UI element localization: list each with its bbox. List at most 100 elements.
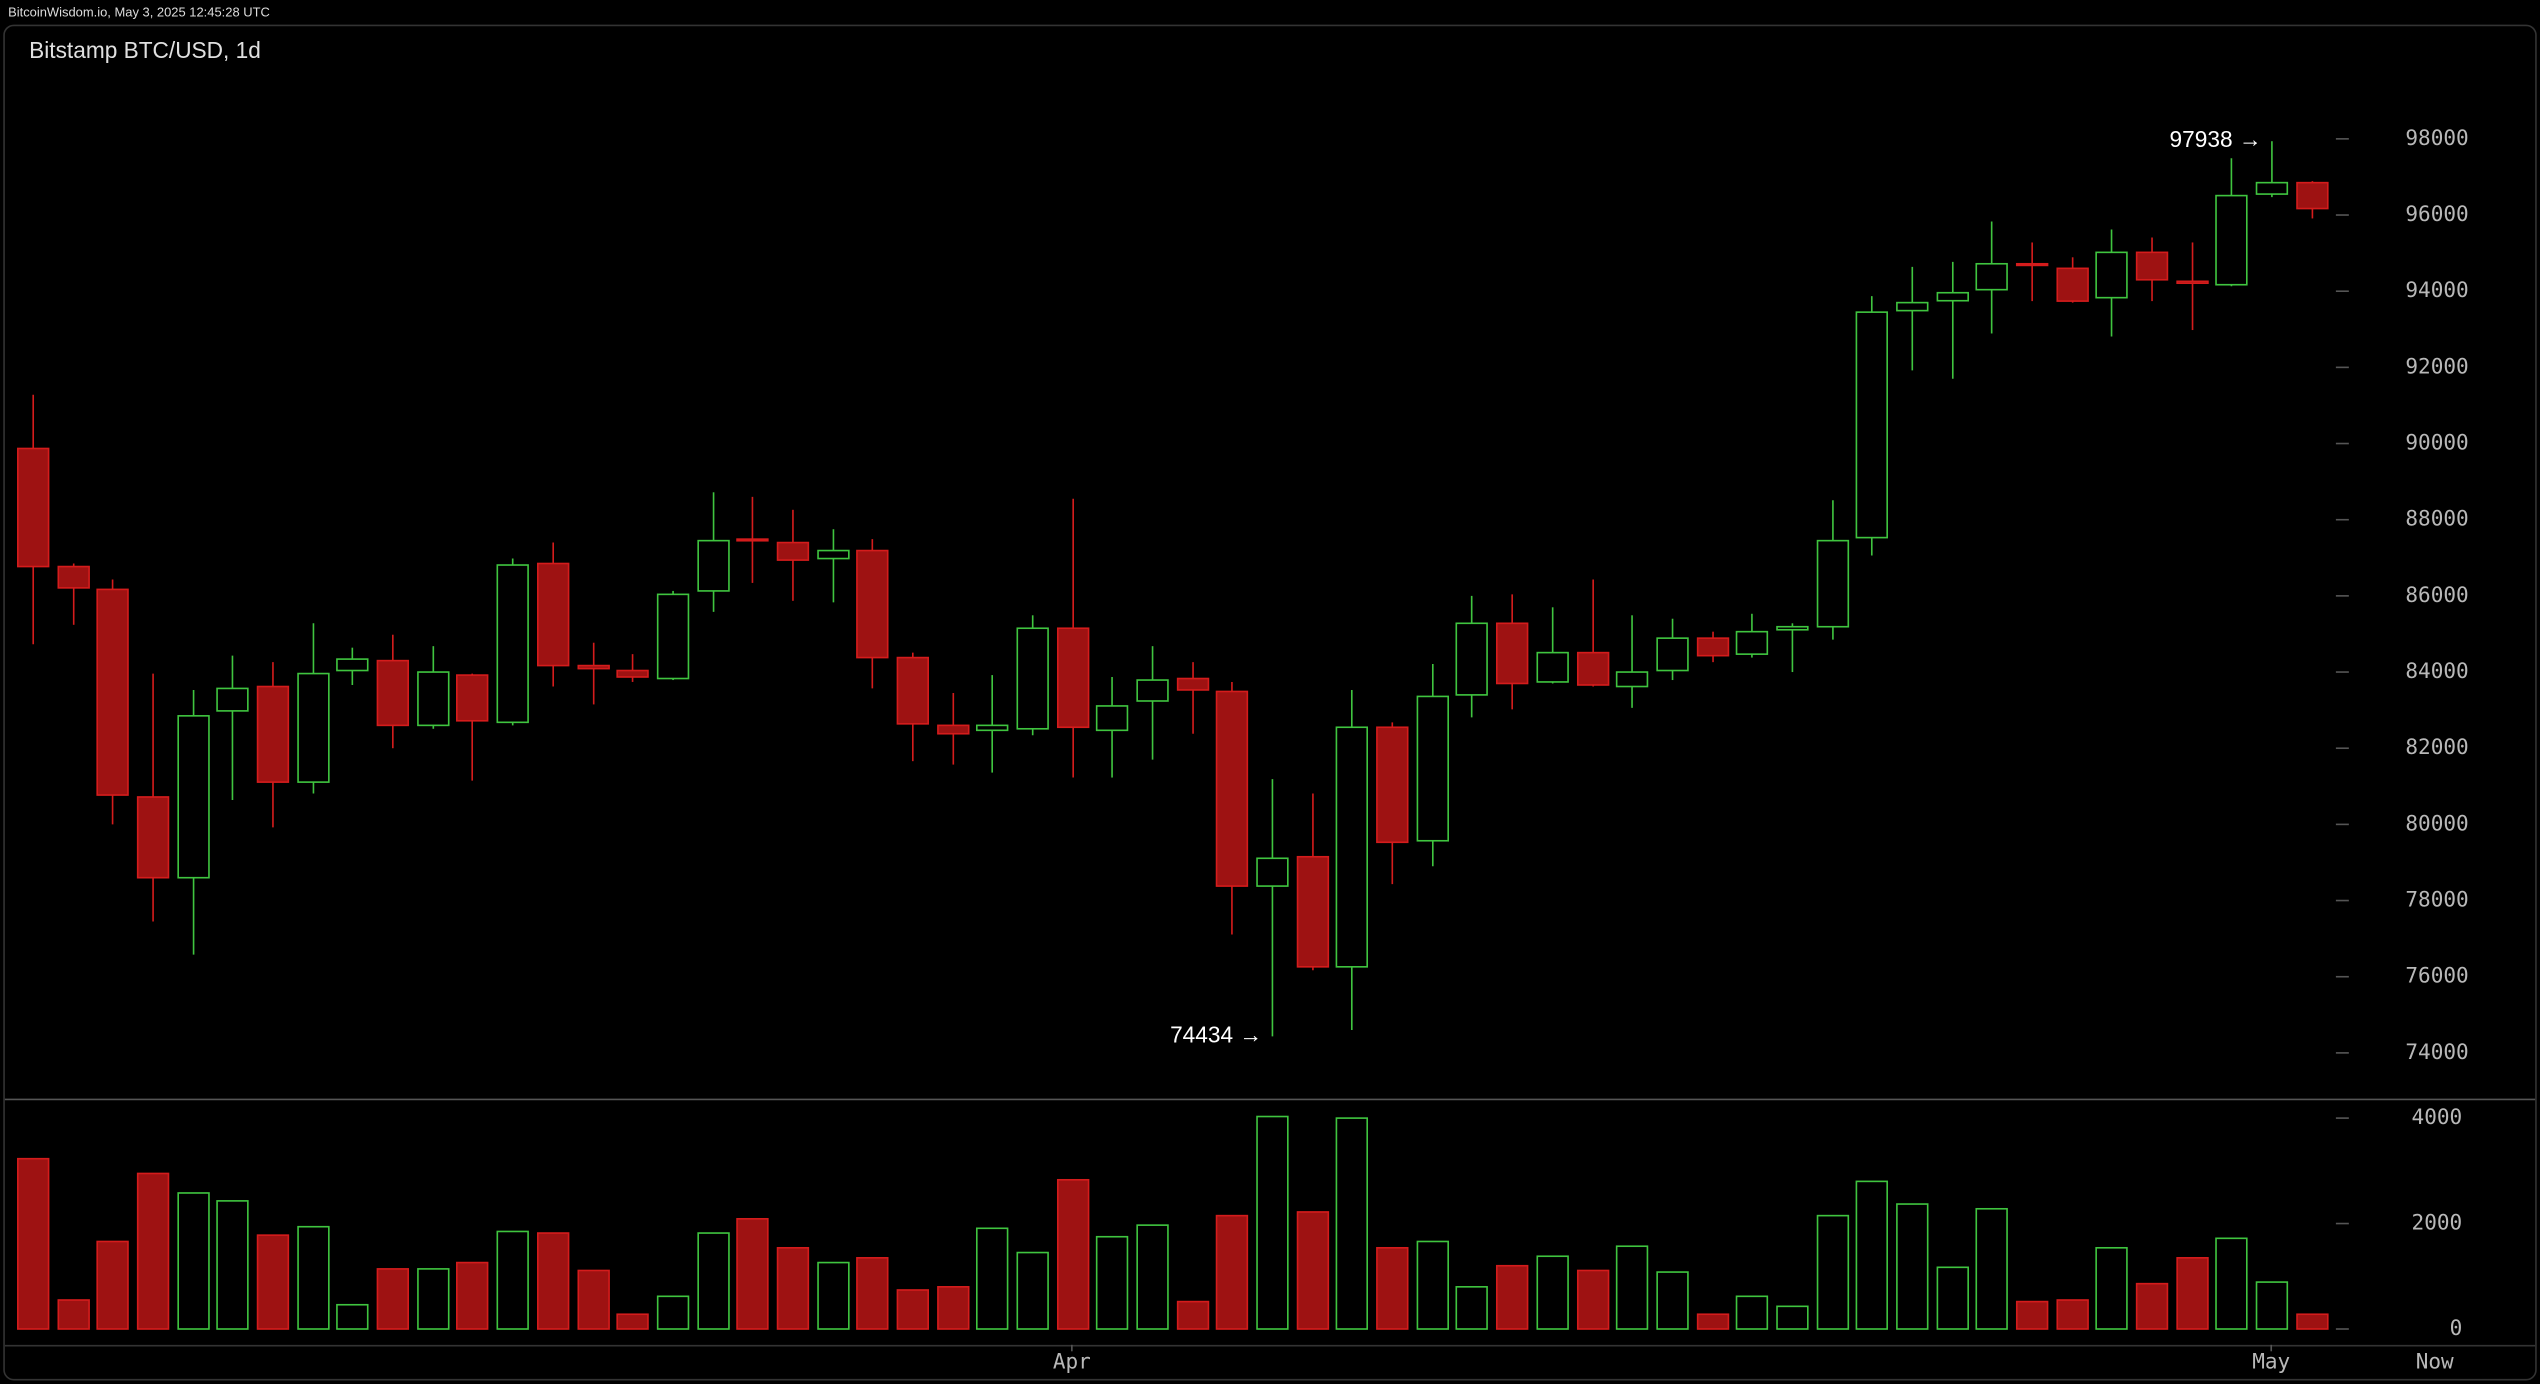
candle-body <box>1495 622 1529 685</box>
volume-bar <box>1095 1235 1129 1330</box>
volume-bar <box>2015 1300 2049 1330</box>
volume-bar <box>1936 1266 1969 1330</box>
chart-title: Bitstamp BTC/USD, 1d <box>29 37 261 63</box>
volume-bar <box>1256 1115 1289 1330</box>
volume-bar <box>536 1232 570 1330</box>
volume-bar <box>856 1257 889 1330</box>
candle-body <box>1656 637 1689 672</box>
candle-body <box>1176 677 1210 691</box>
volume-tick-label: 2000 <box>2412 1210 2463 1235</box>
candle-body <box>975 724 1009 732</box>
candle-body <box>57 565 90 589</box>
candle-body <box>1735 630 1769 655</box>
y-tick-label: 82000 <box>2405 734 2468 759</box>
volume-bar <box>2296 1313 2329 1330</box>
candle-body <box>896 656 930 725</box>
y-tick-label: 84000 <box>2405 658 2468 683</box>
volume-bar <box>1656 1271 1689 1330</box>
candle-body <box>697 539 730 592</box>
header: BitcoinWisdom.io, May 3, 2025 12:45:28 U… <box>8 5 270 20</box>
y-tick-label: 90000 <box>2405 430 2468 455</box>
candle-body <box>1455 622 1488 696</box>
volume-bar <box>1696 1313 1730 1330</box>
volume-bar <box>2176 1257 2209 1330</box>
volume-bar <box>776 1246 810 1330</box>
volume-bar <box>1776 1305 1809 1330</box>
volume-bar <box>1416 1240 1449 1330</box>
candle-body <box>2015 262 2049 267</box>
volume-bar <box>57 1299 90 1330</box>
y-tick-label: 88000 <box>2405 506 2468 531</box>
candle-body <box>736 538 769 542</box>
candle-body <box>297 672 330 783</box>
x-tick-label: May <box>2252 1349 2290 1374</box>
y-tick-label: 76000 <box>2405 963 2468 988</box>
volume-bar <box>1335 1117 1369 1330</box>
candle-body <box>616 669 649 678</box>
y-tick-label: 86000 <box>2405 582 2468 607</box>
candle-body <box>496 564 529 724</box>
candle-body <box>1335 726 1369 968</box>
candle-body <box>1215 690 1249 887</box>
candle-body <box>1095 705 1129 732</box>
volume-bar <box>256 1234 290 1330</box>
volume-bar <box>1056 1178 1090 1330</box>
volume-bar <box>1176 1300 1210 1330</box>
now-label: Now <box>2416 1349 2454 1374</box>
volume-bar <box>1576 1269 1610 1330</box>
y-tick-label: 78000 <box>2405 887 2468 912</box>
candle-body <box>937 724 970 735</box>
volume-bar <box>2255 1281 2289 1330</box>
candle-body <box>1536 651 1569 683</box>
candle-body <box>2255 181 2289 195</box>
candle-body <box>1776 625 1809 631</box>
volume-bar <box>656 1295 690 1330</box>
candle-body <box>1696 637 1730 657</box>
volume-tick-label: 4000 <box>2412 1104 2463 1129</box>
volume-bar <box>177 1192 210 1330</box>
volume-bar <box>96 1240 129 1330</box>
candle-body <box>2095 251 2128 299</box>
volume-bar <box>1855 1180 1888 1330</box>
y-tick-label: 80000 <box>2405 810 2468 835</box>
volume-bar <box>1296 1211 1330 1330</box>
candle-body <box>136 796 170 879</box>
candle-body <box>376 659 410 727</box>
volume-bar <box>1016 1251 1049 1330</box>
candle-body <box>1296 855 1330 968</box>
volume-bar <box>136 1172 170 1330</box>
volume-bar <box>417 1268 450 1330</box>
volume-bar <box>616 1313 649 1330</box>
volume-bar <box>216 1200 249 1330</box>
volume-tick-label: 0 <box>2450 1315 2463 1340</box>
volume-bar <box>736 1217 769 1330</box>
volume-bar <box>2095 1246 2128 1330</box>
volume-bar <box>975 1227 1009 1330</box>
y-tick-label: 92000 <box>2405 353 2468 378</box>
volume-bar <box>336 1303 369 1330</box>
candle-body <box>456 674 489 722</box>
candle-body <box>2056 267 2089 302</box>
candle-body <box>776 541 810 561</box>
candle-body <box>1016 627 1049 730</box>
candle-body <box>1975 262 2008 291</box>
candle-body <box>1376 726 1409 844</box>
volume-bar <box>2056 1299 2089 1330</box>
volume-bar <box>297 1225 330 1330</box>
candle-body <box>256 685 290 783</box>
volume-bar <box>697 1232 730 1330</box>
volume-bar <box>577 1269 610 1330</box>
volume-bar <box>2215 1237 2248 1330</box>
candle-body <box>1256 857 1289 887</box>
y-tick-label: 94000 <box>2405 277 2468 302</box>
candle-body <box>2296 181 2329 210</box>
candle-body <box>1416 695 1449 842</box>
low-annotation: 74434 → <box>1170 1021 1262 1047</box>
volume-bar <box>496 1230 529 1330</box>
x-tick-label: Apr <box>1053 1349 1091 1374</box>
candle-body <box>1615 671 1649 688</box>
chart-frame <box>3 24 2537 1381</box>
volume-bar <box>1136 1224 1169 1330</box>
